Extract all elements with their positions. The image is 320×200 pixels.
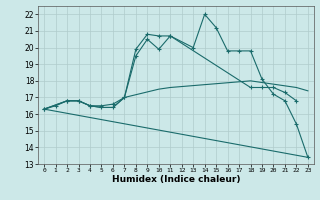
- X-axis label: Humidex (Indice chaleur): Humidex (Indice chaleur): [112, 175, 240, 184]
